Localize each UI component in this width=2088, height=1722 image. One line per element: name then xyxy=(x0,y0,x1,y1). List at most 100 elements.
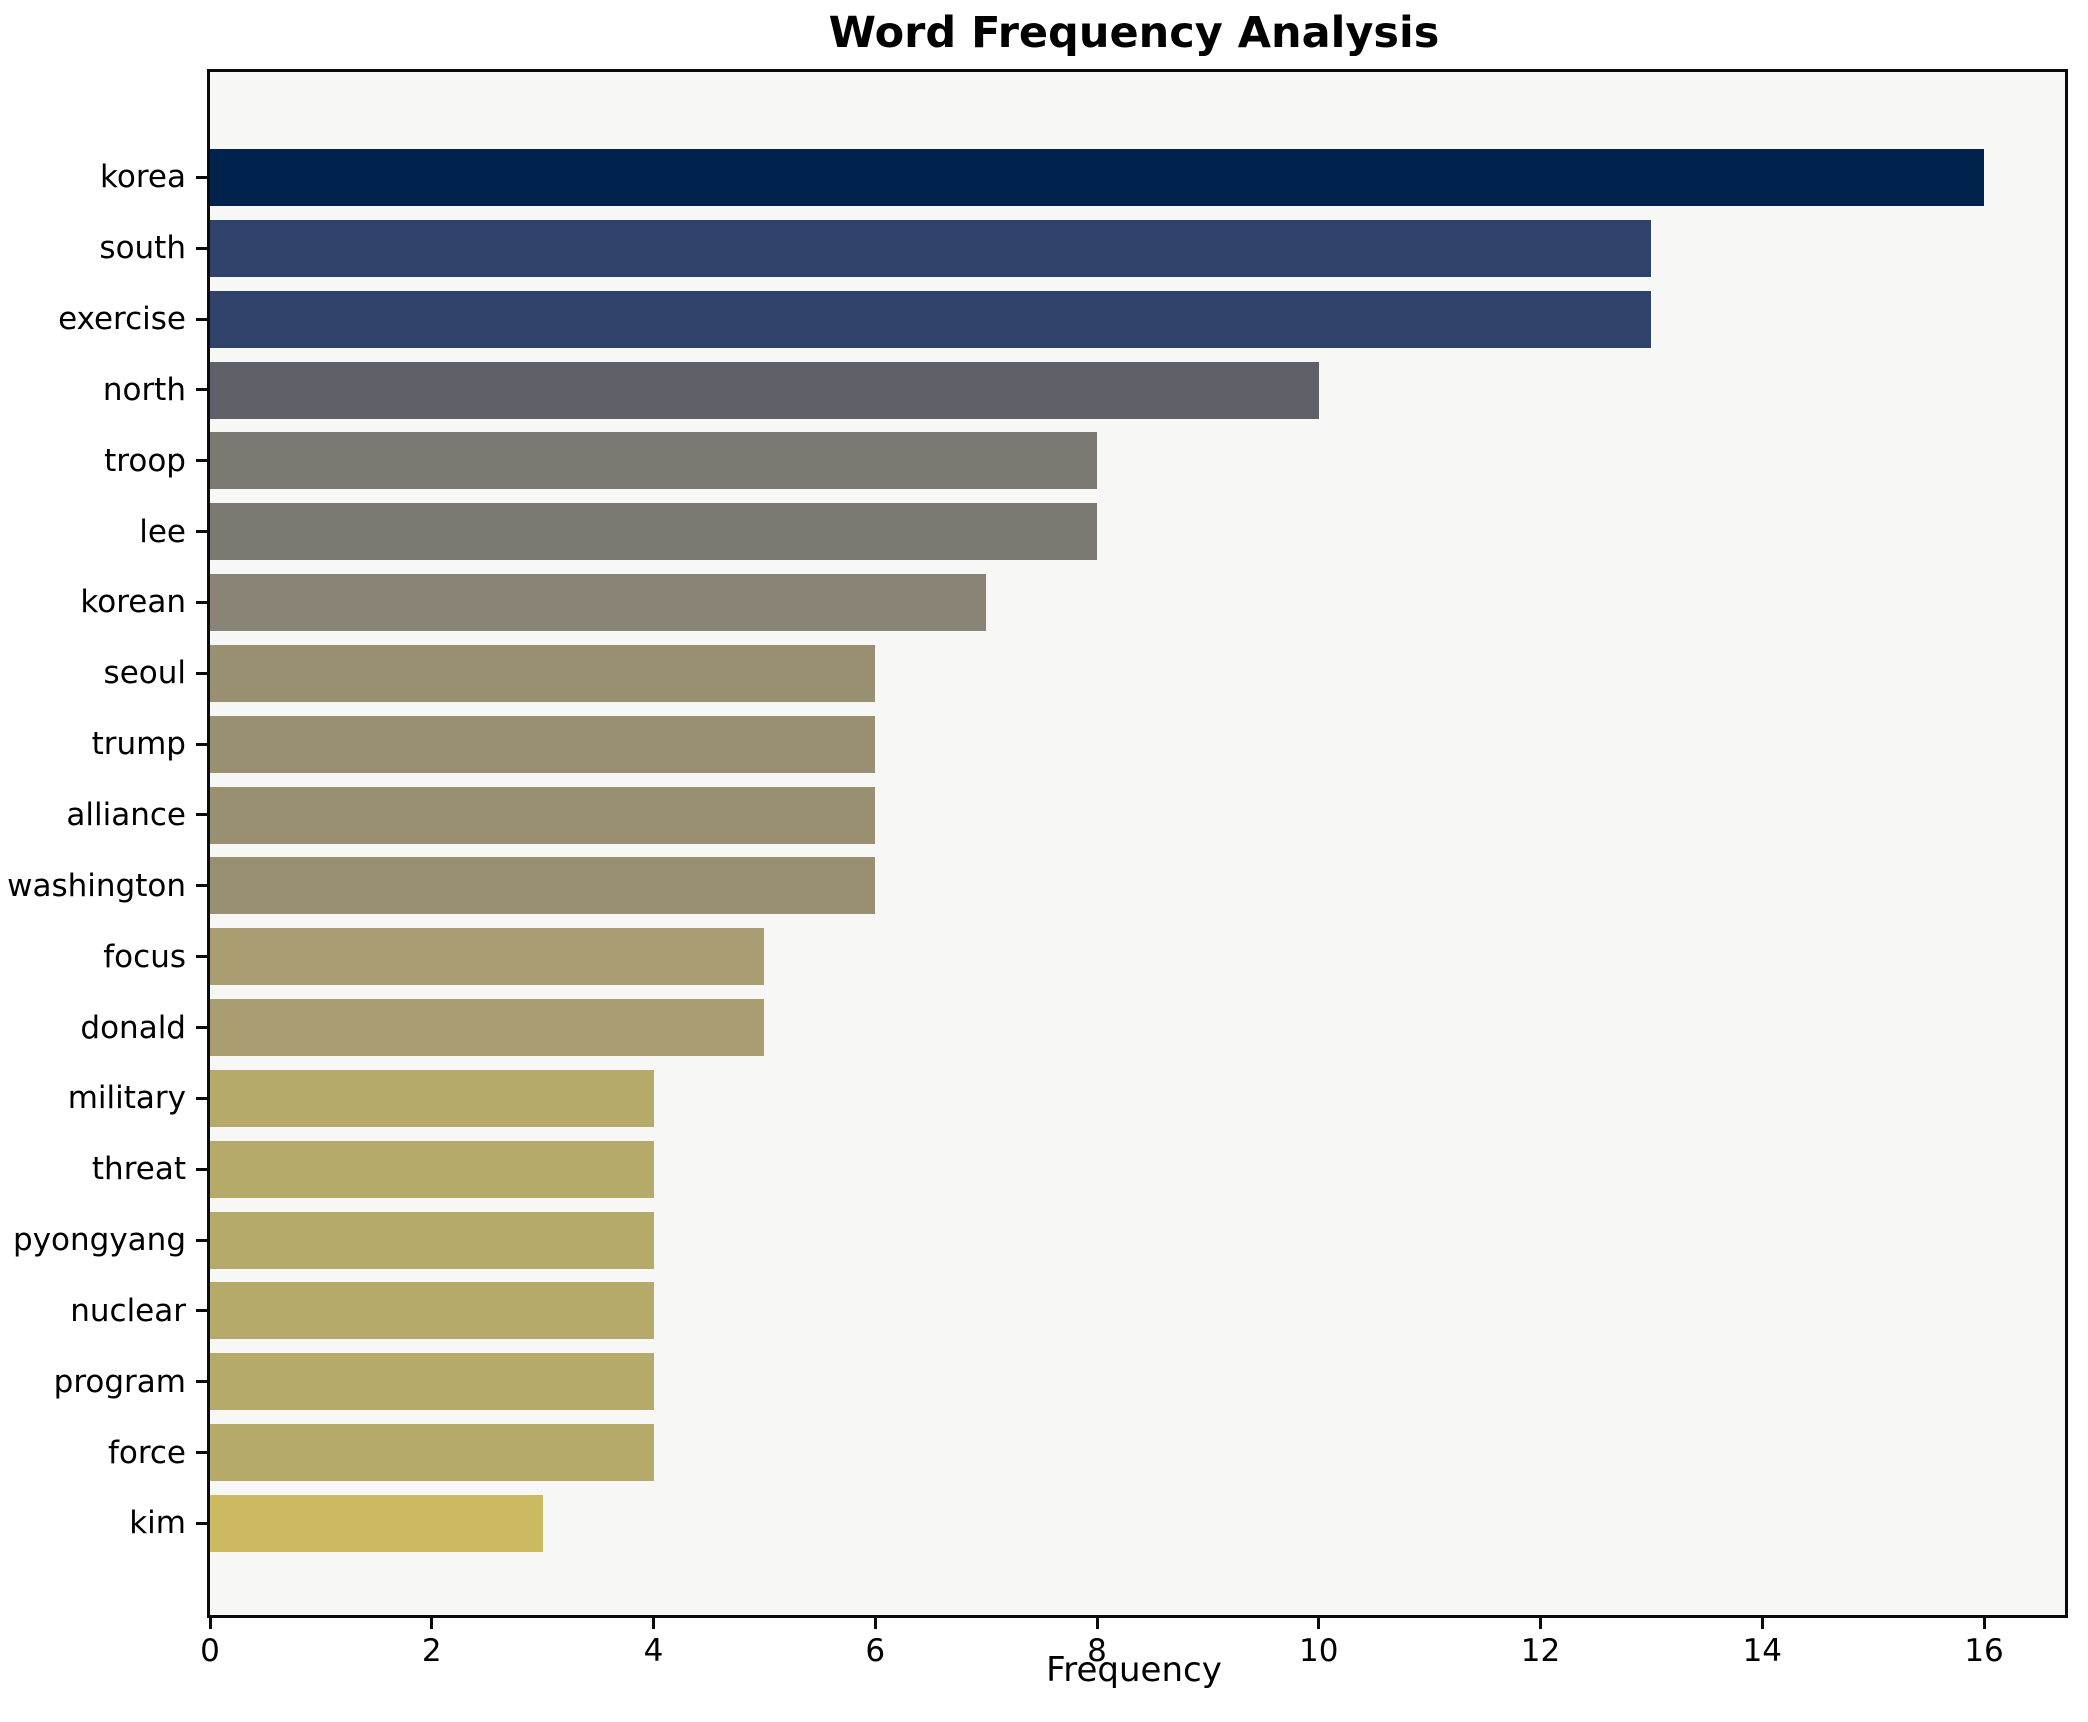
bar-row xyxy=(210,1275,2065,1346)
chart-title: Word Frequency Analysis xyxy=(828,8,1440,58)
y-tick-label-lee: lee xyxy=(139,513,186,550)
y-tick-mark xyxy=(196,671,207,675)
bar-threat xyxy=(210,1140,654,1198)
bar-force xyxy=(210,1424,654,1482)
y-tick-mark xyxy=(196,175,207,179)
y-tick-mark xyxy=(196,317,207,321)
x-tick-label-4: 4 xyxy=(643,1633,664,1669)
x-tick-mark xyxy=(1760,1618,1764,1629)
bar-alliance xyxy=(210,786,876,844)
y-tick-mark xyxy=(196,388,207,392)
y-tick-label-exercise: exercise xyxy=(58,301,186,338)
x-tick-label-2: 2 xyxy=(421,1633,442,1669)
bar-row xyxy=(210,1488,2065,1559)
y-tick-mark xyxy=(196,600,207,604)
bar-row xyxy=(210,709,2065,780)
y-tick-label-troop: troop xyxy=(104,442,186,479)
bar-korean xyxy=(210,574,987,632)
y-tick-mark xyxy=(196,1238,207,1242)
bar-trump xyxy=(210,715,876,773)
bar-military xyxy=(210,1069,654,1127)
bar-focus xyxy=(210,928,765,986)
bar-kim xyxy=(210,1494,543,1552)
y-tick-label-south: south xyxy=(99,230,186,267)
y-tick-label-korea: korea xyxy=(100,159,186,196)
y-tick-mark xyxy=(196,742,207,746)
y-tick-label-military: military xyxy=(67,1080,186,1117)
y-tick-label-north: north xyxy=(102,371,186,408)
y-tick-label-force: force xyxy=(107,1434,186,1471)
y-tick-label-korean: korean xyxy=(80,584,186,621)
y-tick-label-alliance: alliance xyxy=(66,796,186,833)
y-tick-mark xyxy=(196,1380,207,1384)
x-tick-mark xyxy=(430,1618,434,1629)
x-tick-mark xyxy=(208,1618,212,1629)
y-tick-mark xyxy=(196,530,207,534)
y-tick-label-threat: threat xyxy=(91,1151,186,1188)
bar-row xyxy=(210,1205,2065,1276)
bar-seoul xyxy=(210,644,876,702)
bar-donald xyxy=(210,999,765,1057)
x-tick-mark xyxy=(1317,1618,1321,1629)
y-tick-mark xyxy=(196,1026,207,1029)
y-tick-mark xyxy=(196,955,207,959)
y-tick-label-seoul: seoul xyxy=(103,655,186,692)
bar-row xyxy=(210,213,2065,284)
bar-row xyxy=(210,1417,2065,1488)
bar-row xyxy=(210,780,2065,851)
x-tick-label-10: 10 xyxy=(1299,1633,1339,1669)
x-tick-label-14: 14 xyxy=(1742,1633,1783,1669)
bar-row xyxy=(210,425,2065,496)
x-tick-mark xyxy=(873,1618,877,1629)
y-tick-mark xyxy=(196,1096,207,1100)
y-tick-mark xyxy=(196,1521,207,1525)
y-tick-label-nuclear: nuclear xyxy=(70,1292,186,1329)
y-tick-label-trump: trump xyxy=(91,726,186,763)
x-axis-label: Frequency xyxy=(1046,1650,1222,1690)
bar-row xyxy=(210,355,2065,426)
y-tick-mark xyxy=(196,813,207,817)
bar-program xyxy=(210,1353,654,1411)
bar-korea xyxy=(210,149,1985,206)
bar-washington xyxy=(210,857,876,915)
y-tick-label-pyongyang: pyongyang xyxy=(13,1222,186,1259)
x-tick-mark xyxy=(1982,1618,1986,1629)
bars-area xyxy=(210,142,2065,1559)
bar-row xyxy=(210,921,2065,992)
bar-row xyxy=(210,992,2065,1063)
y-tick-mark xyxy=(196,1451,207,1455)
bar-row xyxy=(210,142,2065,213)
bar-row xyxy=(210,638,2065,709)
y-tick-label-focus: focus xyxy=(103,938,186,975)
y-tick-label-kim: kim xyxy=(129,1505,186,1542)
x-tick-label-0: 0 xyxy=(200,1633,220,1669)
bar-exercise xyxy=(210,290,1652,348)
y-tick-mark xyxy=(196,884,207,888)
plot-area: korea south exercise north troop lee korean seo… xyxy=(7,69,2068,1669)
y-tick-label-program: program xyxy=(53,1363,186,1400)
bar-row xyxy=(210,284,2065,355)
bar-row xyxy=(210,850,2065,921)
bar-row xyxy=(210,567,2065,638)
y-tick-mark xyxy=(196,246,207,250)
bar-row xyxy=(210,1134,2065,1205)
bar-lee xyxy=(210,503,1098,561)
bar-row xyxy=(210,1346,2065,1417)
x-tick-label-8: 8 xyxy=(1087,1633,1107,1669)
y-tick-mark xyxy=(196,1309,207,1313)
bar-pyongyang xyxy=(210,1211,654,1269)
x-tick-mark xyxy=(652,1618,655,1629)
x-tick-mark xyxy=(1539,1618,1543,1629)
bar-row xyxy=(210,496,2065,567)
y-tick-mark xyxy=(196,1167,207,1171)
x-tick-label-16: 16 xyxy=(1964,1633,2004,1669)
bar-south xyxy=(210,219,1652,277)
x-tick-mark xyxy=(1095,1618,1099,1629)
bar-nuclear xyxy=(210,1282,654,1340)
y-tick-label-donald: donald xyxy=(80,1009,186,1046)
bar-row xyxy=(210,1063,2065,1134)
x-tick-label-12: 12 xyxy=(1520,1633,1561,1669)
y-tick-mark xyxy=(196,459,207,463)
bar-troop xyxy=(210,432,1098,490)
